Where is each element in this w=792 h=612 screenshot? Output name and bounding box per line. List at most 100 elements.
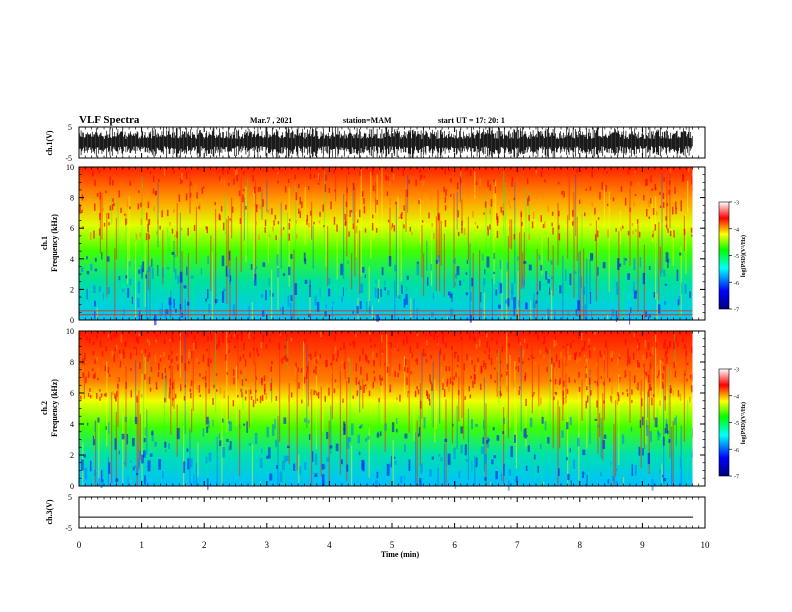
spectrogram-red-speckle	[419, 168, 421, 174]
spectrogram-blue-patch	[454, 282, 456, 287]
spectrogram-blue-patch	[92, 435, 94, 446]
spectrogram-red-speckle	[540, 215, 542, 222]
spectrogram-streak	[271, 269, 273, 320]
spectrogram-blue-patch	[654, 417, 658, 428]
spectrogram-blue-patch	[405, 293, 408, 305]
spectrogram-blue-patch	[465, 459, 469, 462]
spectrogram-red-speckle	[461, 227, 463, 234]
spectrogram-red-speckle	[588, 338, 590, 345]
spectrogram-red-speckle	[631, 400, 633, 403]
spectrogram-red-speckle	[489, 377, 492, 385]
spectrogram-blue-patch	[83, 454, 86, 458]
spectrogram-red-speckle	[242, 189, 245, 192]
spectrogram-red-speckle	[381, 334, 383, 343]
spectrogram-red-speckle	[195, 341, 197, 349]
spectrogram-red-speckle	[547, 205, 549, 212]
spectrogram-streak	[645, 379, 647, 445]
spectrogram-streak	[251, 444, 253, 486]
ch2-colorbar	[718, 368, 730, 477]
spectrogram-red-speckle	[626, 389, 628, 392]
spectrogram-blue-patch	[367, 435, 370, 440]
spectrogram-red-speckle	[664, 339, 666, 346]
spectrogram-blue-patch	[499, 259, 502, 270]
spectrogram-blue-patch	[183, 461, 186, 473]
spectrogram-red-speckle	[150, 366, 153, 372]
spectrogram-blue-patch	[574, 271, 577, 274]
spectrogram-blue-patch	[387, 290, 390, 296]
spectrogram-red-speckle	[395, 201, 397, 205]
spectrogram-red-speckle	[309, 353, 311, 356]
spectrogram-blue-patch	[470, 292, 472, 301]
spectrogram-blue-patch	[327, 288, 331, 297]
spectrogram-blue-patch	[147, 266, 150, 273]
spectrogram-red-speckle	[350, 209, 353, 213]
spectrogram-red-speckle	[239, 378, 242, 382]
spectrogram-red-speckle	[526, 343, 528, 349]
spectrogram-streak	[362, 379, 364, 409]
spectrogram-blue-patch	[151, 431, 154, 436]
spectrogram-red-speckle	[603, 354, 605, 361]
spectrogram-red-speckle	[546, 367, 548, 373]
spectrogram-blue-patch	[206, 416, 209, 425]
spectrogram-streak	[567, 391, 569, 486]
spectrogram-red-speckle	[426, 340, 428, 346]
spectrogram-red-speckle	[481, 366, 483, 373]
spectrogram-blue-patch	[603, 434, 607, 439]
spectrogram-streak	[226, 331, 228, 433]
spectrogram-streak	[106, 213, 108, 297]
spectrogram-red-speckle	[171, 358, 173, 363]
spectrogram-streak	[109, 391, 111, 423]
spectrogram-blue-patch	[136, 472, 139, 476]
spectrogram-streak	[312, 225, 314, 269]
spectrogram-blue-patch	[540, 444, 542, 450]
spectrogram-red-speckle	[490, 374, 492, 379]
spectrogram-red-speckle	[577, 332, 580, 339]
spectrogram-streak	[115, 217, 117, 260]
spectrogram-red-speckle	[627, 348, 629, 356]
spectrogram-red-speckle	[594, 234, 597, 241]
spectrogram-red-speckle	[408, 179, 410, 184]
spectrogram-red-speckle	[92, 170, 94, 177]
spectrogram-red-speckle	[233, 377, 235, 385]
spectrogram-red-speckle	[219, 387, 222, 394]
spectrogram-red-speckle	[373, 376, 376, 382]
spectrogram-red-speckle	[584, 361, 587, 367]
spectrogram-blue-patch	[662, 474, 664, 478]
spectrogram-red-speckle	[499, 381, 502, 387]
spectrogram-blue-patch	[207, 255, 209, 265]
spectrogram-blue-patch	[108, 422, 110, 434]
spectrogram-streak	[416, 420, 418, 486]
spectrogram-streak	[309, 288, 311, 320]
spectrogram-red-speckle	[650, 387, 652, 391]
spectrogram-red-speckle	[265, 343, 268, 349]
spectrogram-red-speckle	[594, 380, 596, 383]
spectrogram-red-speckle	[228, 183, 230, 186]
spectrogram-streak	[419, 198, 421, 245]
spectrogram-red-speckle	[670, 370, 672, 379]
spectrogram-streak	[179, 212, 181, 319]
spectrogram-streak	[215, 333, 217, 413]
spectrogram-red-speckle	[347, 357, 350, 362]
spectrogram-blue-patch	[594, 418, 597, 421]
spectrogram-red-speckle	[112, 198, 114, 202]
ch1-waveform-ylabel: ch.1(V)	[45, 130, 54, 155]
spectrogram-red-speckle	[284, 345, 286, 349]
spectrogram-red-speckle	[137, 337, 139, 344]
spectrogram-red-speckle	[487, 229, 489, 236]
spectrogram-blue-patch	[136, 467, 139, 474]
spectrogram-streak	[493, 185, 495, 284]
spectrogram-streak	[440, 220, 442, 266]
spectrogram-red-speckle	[169, 338, 171, 342]
spectrogram-red-speckle	[682, 338, 684, 343]
spectrogram-blue-patch	[505, 299, 508, 304]
spectrogram-red-speckle	[596, 400, 598, 408]
spectrogram-blue-patch	[351, 423, 354, 436]
colorbar-tick-label: -6	[734, 448, 739, 454]
spectrogram-blue-patch	[358, 451, 361, 456]
spectrogram-red-speckle	[422, 348, 425, 357]
spectrogram-red-speckle	[109, 183, 111, 186]
spectrogram-blue-patch	[293, 463, 296, 471]
spectrogram-red-speckle	[474, 374, 476, 380]
spectrogram-red-speckle	[387, 176, 389, 180]
spectrogram-blue-patch	[507, 298, 510, 307]
